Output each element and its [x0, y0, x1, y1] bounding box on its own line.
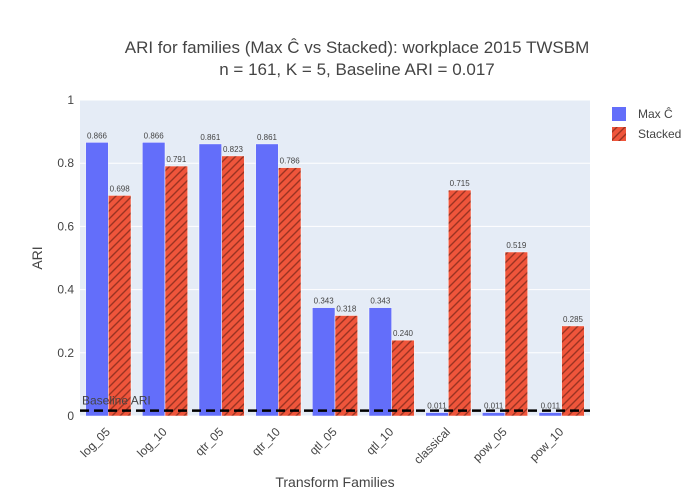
x-tick-label-classical: classical: [411, 425, 453, 467]
x-tick-label-log_10: log_10: [134, 425, 170, 461]
chart-title-line-2: n = 161, K = 5, Baseline ARI = 0.017: [219, 60, 495, 79]
x-tick-label-qtr_05: qtr_05: [192, 425, 226, 459]
chart-title-line-1: ARI for families (Max Ĉ vs Stacked): wor…: [125, 38, 590, 57]
y-tick-label: 0: [67, 409, 74, 423]
data-label-stacked-pow_05: 0.519: [506, 241, 527, 250]
bar-stacked-qtr_10: [278, 167, 302, 417]
data-label-max-c-log_05: 0.866: [87, 131, 108, 140]
y-tick-label: 0.8: [57, 156, 74, 170]
bar-stacked-qtl_10: [391, 339, 415, 417]
bar-max-c-qtr_05: [198, 143, 222, 417]
legend-label-stacked[interactable]: Stacked: [638, 127, 681, 141]
x-axis-title: Transform Families: [275, 474, 394, 490]
data-label-stacked-qtl_10: 0.240: [393, 329, 414, 338]
bar-max-c-log_05: [85, 142, 109, 417]
bar-stacked-pow_05: [504, 251, 528, 417]
x-tick-label-qtl_10: qtl_10: [363, 425, 396, 458]
legend-swatch-max-c: [612, 107, 626, 121]
data-label-max-c-pow_05: 0.011: [484, 402, 504, 411]
bars: [85, 142, 585, 417]
y-axis-title: ARI: [29, 246, 45, 269]
x-tick-labels: log_05 log_10 qtr_05 qtr_10 qtl_05 qtl_10 clas…: [78, 425, 567, 467]
y-tick-label: 0.6: [57, 219, 74, 233]
data-label-stacked-log_10: 0.791: [166, 155, 187, 164]
y-tick-label: 0.4: [57, 283, 74, 297]
data-label-max-c-qtr_10: 0.861: [257, 133, 278, 142]
baseline: Baseline ARI: [80, 394, 590, 412]
data-label-max-c-log_10: 0.866: [144, 131, 165, 140]
x-tick-label-log_05: log_05: [78, 425, 114, 461]
bar-max-c-classical: [425, 412, 449, 417]
x-tick-label-qtr_10: qtr_10: [249, 425, 283, 459]
legend-label-max-c[interactable]: Max Ĉ: [638, 106, 673, 121]
y-tick-label: 0.2: [57, 346, 74, 360]
bar-max-c-pow_10: [538, 412, 562, 417]
data-label-max-c-qtl_10: 0.343: [370, 297, 391, 306]
y-tick-label: 1: [67, 93, 74, 107]
y-tick-labels: 0 0.2 0.4 0.6 0.8 1: [57, 93, 74, 423]
bar-stacked-pow_10: [561, 325, 585, 417]
bar-stacked-log_10: [164, 165, 188, 417]
bar-max-c-qtl_05: [312, 307, 336, 417]
baseline-label: Baseline ARI: [82, 394, 151, 408]
bar-stacked-classical: [448, 189, 472, 417]
data-label-max-c-classical: 0.011: [427, 402, 447, 411]
data-label-stacked-qtr_05: 0.823: [223, 145, 244, 154]
bar-stacked-log_05: [108, 195, 132, 417]
data-label-stacked-classical: 0.715: [450, 179, 471, 188]
data-label-stacked-pow_10: 0.285: [563, 315, 584, 324]
data-label-max-c-pow_10: 0.011: [541, 402, 561, 411]
x-tick-label-pow_10: pow_10: [527, 425, 567, 465]
data-label-max-c-qtr_05: 0.861: [200, 133, 221, 142]
data-labels: 0.8660.6980.8660.7910.8610.8230.8610.786…: [87, 131, 584, 410]
bar-stacked-qtr_05: [221, 155, 245, 417]
bar-max-c-qtl_10: [368, 307, 392, 417]
bar-max-c-pow_05: [482, 412, 506, 417]
data-label-stacked-qtr_10: 0.786: [280, 157, 301, 166]
data-label-stacked-log_05: 0.698: [110, 184, 131, 193]
bar-max-c-log_10: [142, 142, 166, 417]
legend[interactable]: Max Ĉ Stacked: [612, 106, 681, 141]
legend-swatch-stacked: [612, 127, 626, 141]
bar-stacked-qtl_05: [334, 315, 358, 417]
bar-max-c-qtr_10: [255, 143, 279, 417]
data-label-max-c-qtl_05: 0.343: [314, 297, 335, 306]
x-tick-label-qtl_05: qtl_05: [307, 425, 340, 458]
data-label-stacked-qtl_05: 0.318: [336, 305, 357, 314]
x-tick-label-pow_05: pow_05: [470, 425, 510, 465]
